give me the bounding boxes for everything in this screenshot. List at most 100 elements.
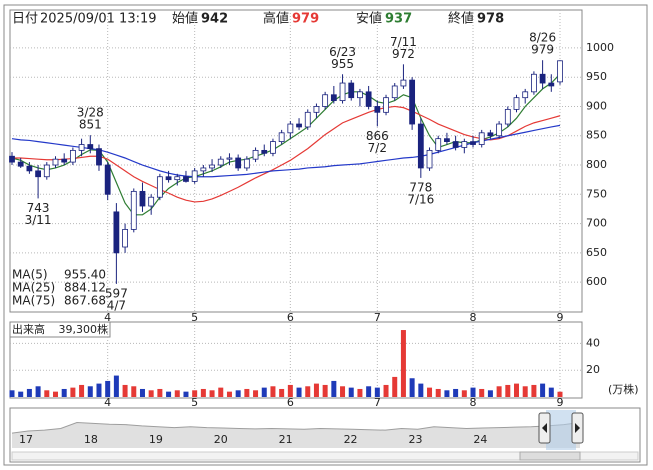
candle-body: [287, 123, 294, 134]
candle-body: [17, 161, 24, 167]
annotation-date: 4/7: [107, 298, 126, 312]
x-tick-label: 8: [470, 396, 477, 409]
high-value: 979: [292, 12, 319, 27]
volume-bar: [209, 390, 215, 397]
volume-bar: [52, 391, 58, 397]
candle-body: [104, 164, 111, 195]
candle-body: [452, 141, 459, 148]
volume-bar: [131, 386, 137, 397]
candle-body: [217, 158, 224, 166]
y-tick-label: 650: [586, 246, 607, 259]
annotation-date: 7/11: [390, 35, 417, 49]
candle-body: [243, 158, 250, 169]
open-label: 始値: [172, 11, 198, 27]
volume-bar: [18, 391, 24, 397]
volume-unit: (万株): [608, 382, 639, 396]
candle-body: [26, 165, 33, 172]
legend-name: MA(5): [12, 268, 48, 282]
volume-bar: [139, 388, 145, 397]
candle-body: [139, 190, 146, 207]
candle-body: [35, 170, 41, 178]
navigator-label: 18: [84, 433, 98, 446]
candle-body: [478, 132, 485, 145]
scrollbar-track: [11, 451, 639, 461]
candle-body: [322, 94, 329, 107]
volume-bar: [383, 384, 389, 397]
navigator-label: 23: [408, 433, 422, 446]
candle-body: [278, 132, 285, 143]
volume-bar: [487, 390, 493, 397]
volume-bar: [400, 330, 406, 397]
volume-bar: [226, 391, 232, 397]
navigator-label: 17: [19, 433, 33, 446]
x-tick-label: 6: [287, 396, 294, 409]
candle-body: [548, 82, 555, 87]
candle-body: [183, 176, 189, 182]
volume-bar: [44, 390, 50, 397]
candle-body: [348, 82, 355, 99]
candle-body: [330, 94, 337, 102]
annotation-value: 866: [366, 129, 389, 143]
candle-body: [165, 176, 172, 181]
annotation-value: 851: [79, 118, 102, 132]
volume-bar: [26, 388, 32, 397]
candle-body: [400, 79, 407, 87]
candle-body: [391, 85, 398, 99]
low-value: 937: [385, 12, 412, 27]
volume-bar: [70, 387, 76, 397]
x-tick-label: 9: [557, 396, 564, 409]
volume-bar: [166, 391, 172, 397]
volume-bar: [305, 386, 311, 397]
y-tick-label: 900: [586, 99, 607, 112]
legend-name: MA(25): [12, 281, 55, 295]
candle-body: [252, 149, 259, 160]
x-tick-label: 7: [374, 311, 381, 324]
volume-bar: [331, 380, 337, 397]
navigator-label: 19: [149, 433, 163, 446]
moving-average-line: [11, 124, 561, 178]
candle-body: [122, 229, 128, 248]
candle-body: [43, 164, 50, 178]
candle-body: [531, 73, 537, 93]
candle-body: [9, 155, 15, 163]
navigator-label: 21: [279, 433, 293, 446]
volume-bar: [340, 386, 346, 397]
volume-bar: [192, 390, 198, 397]
candle-body: [513, 97, 520, 110]
candle-body: [409, 79, 416, 125]
volume-bar: [505, 384, 511, 397]
volume-bar: [514, 383, 520, 397]
scrollbar-thumb[interactable]: [519, 451, 581, 461]
volume-bar: [253, 390, 259, 397]
candle-body: [174, 176, 181, 181]
volume-bar: [122, 384, 128, 397]
candle-body: [487, 132, 494, 137]
y-tick-label: 700: [586, 217, 607, 230]
annotation-value: 972: [392, 47, 415, 61]
volume-bar: [218, 387, 224, 397]
volume-bar: [270, 386, 276, 397]
annotation-value: 597: [105, 286, 128, 300]
close-label: 終値: [448, 11, 474, 27]
legend-value: 867.68: [64, 294, 106, 308]
date-label: 日付: [12, 12, 38, 27]
volume-bar: [461, 390, 467, 397]
candle-body: [435, 138, 442, 151]
x-tick-label: 7: [374, 396, 381, 409]
candle-body: [417, 123, 424, 169]
volume-bar: [479, 388, 485, 397]
y-tick-label: 800: [586, 158, 607, 171]
volume-bar: [366, 386, 372, 397]
navigator-panel: [9, 407, 641, 463]
volume-bar: [87, 386, 93, 397]
volume-bar: [444, 390, 450, 397]
y-tick-label: 600: [586, 275, 607, 288]
candle-body: [61, 158, 68, 163]
close-value: 978: [477, 12, 504, 27]
navigator-selection: [546, 410, 576, 450]
volume-bar: [427, 387, 433, 397]
volume-bar: [374, 387, 380, 397]
volume-bar: [418, 383, 424, 397]
y-tick-label: 950: [586, 70, 607, 83]
